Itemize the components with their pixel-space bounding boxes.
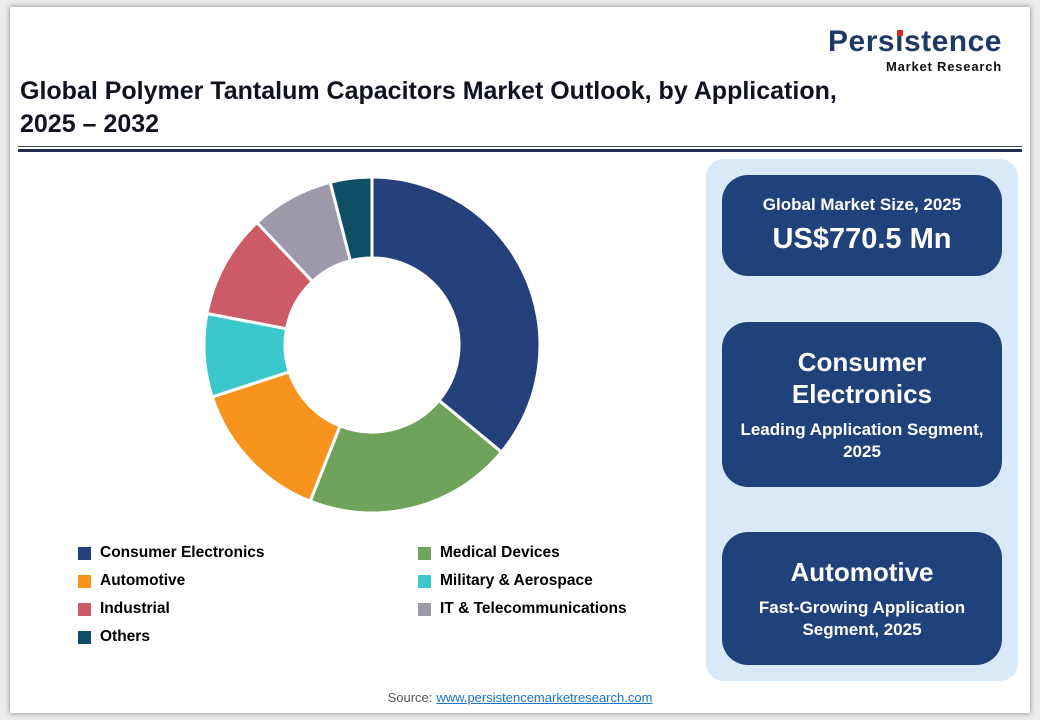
- legend-item: Military & Aerospace: [418, 572, 718, 590]
- fast-growing-segment-desc: Fast-Growing Application Segment, 2025: [758, 597, 966, 639]
- source-link[interactable]: www.persistencemarketresearch.com: [436, 690, 653, 705]
- legend-swatch: [78, 546, 91, 560]
- infographic-card: Persıstence Market Research Global Polym…: [10, 7, 1030, 713]
- page-title: Global Polymer Tantalum Capacitors Marke…: [20, 75, 980, 141]
- legend-label: Industrial: [100, 600, 170, 617]
- legend-item: Industrial: [78, 600, 418, 618]
- source-label: Source:: [387, 690, 433, 705]
- leading-segment-desc: Leading Application Segment, 2025: [740, 419, 984, 461]
- fast-growing-segment-name: Automotive: [790, 557, 934, 588]
- legend-label: Others: [100, 628, 150, 645]
- chart-legend: Consumer Electronics Automotive Industrial…: [78, 544, 718, 646]
- market-size-value: US$770.5 Mn: [772, 223, 952, 255]
- legend-label: Medical Devices: [440, 544, 560, 561]
- legend-item: Medical Devices: [418, 544, 718, 562]
- donut-segment-others: [328, 175, 374, 263]
- legend-item: Others: [78, 628, 418, 646]
- legend-item: Automotive: [78, 572, 418, 590]
- brand-name-pre: Pers: [828, 25, 896, 58]
- title-divider: [18, 146, 1022, 152]
- legend-swatch: [78, 630, 91, 644]
- legend-item: IT & Telecommunications: [418, 600, 718, 618]
- title-line-2: 2025 – 2032: [20, 110, 160, 138]
- legend-label: Consumer Electronics: [100, 544, 265, 561]
- legend-swatch: [78, 602, 91, 616]
- legend-swatch: [418, 546, 431, 560]
- source-line: Source: www.persistencemarketresearch.com: [10, 690, 1030, 705]
- donut-chart: [202, 175, 542, 515]
- legend-swatch: [418, 602, 431, 616]
- legend-item: Consumer Electronics: [78, 544, 418, 562]
- brand-name-post: stence: [903, 25, 1002, 58]
- market-size-label: Global Market Size, 2025: [762, 195, 962, 214]
- legend-label: Automotive: [100, 572, 186, 589]
- brand-name: Persıstence: [828, 27, 1002, 57]
- fast-growing-segment-card: Automotive Fast-Growing Application Segm…: [722, 532, 1002, 665]
- leading-segment-card: Consumer Electronics Leading Application…: [722, 321, 1002, 487]
- title-line-1: Global Polymer Tantalum Capacitors Marke…: [20, 77, 837, 105]
- market-size-card: Global Market Size, 2025 US$770.5 Mn: [722, 175, 1002, 276]
- donut-segment-consumer-electronics: [370, 175, 542, 454]
- brand-red-dot-i: ı: [895, 25, 904, 58]
- legend-swatch: [418, 574, 431, 588]
- donut-segment-medical-devices: [308, 398, 503, 515]
- brand-subtitle: Market Research: [885, 59, 1002, 74]
- highlights-panel: Global Market Size, 2025 US$770.5 Mn Con…: [706, 159, 1018, 681]
- legend-label: IT & Telecommunications: [440, 600, 627, 617]
- legend-label: Military & Aerospace: [440, 572, 593, 589]
- leading-segment-name: Consumer Electronics: [791, 346, 933, 410]
- brand-logo: Persıstence Market Research: [828, 27, 1002, 74]
- legend-swatch: [78, 574, 91, 588]
